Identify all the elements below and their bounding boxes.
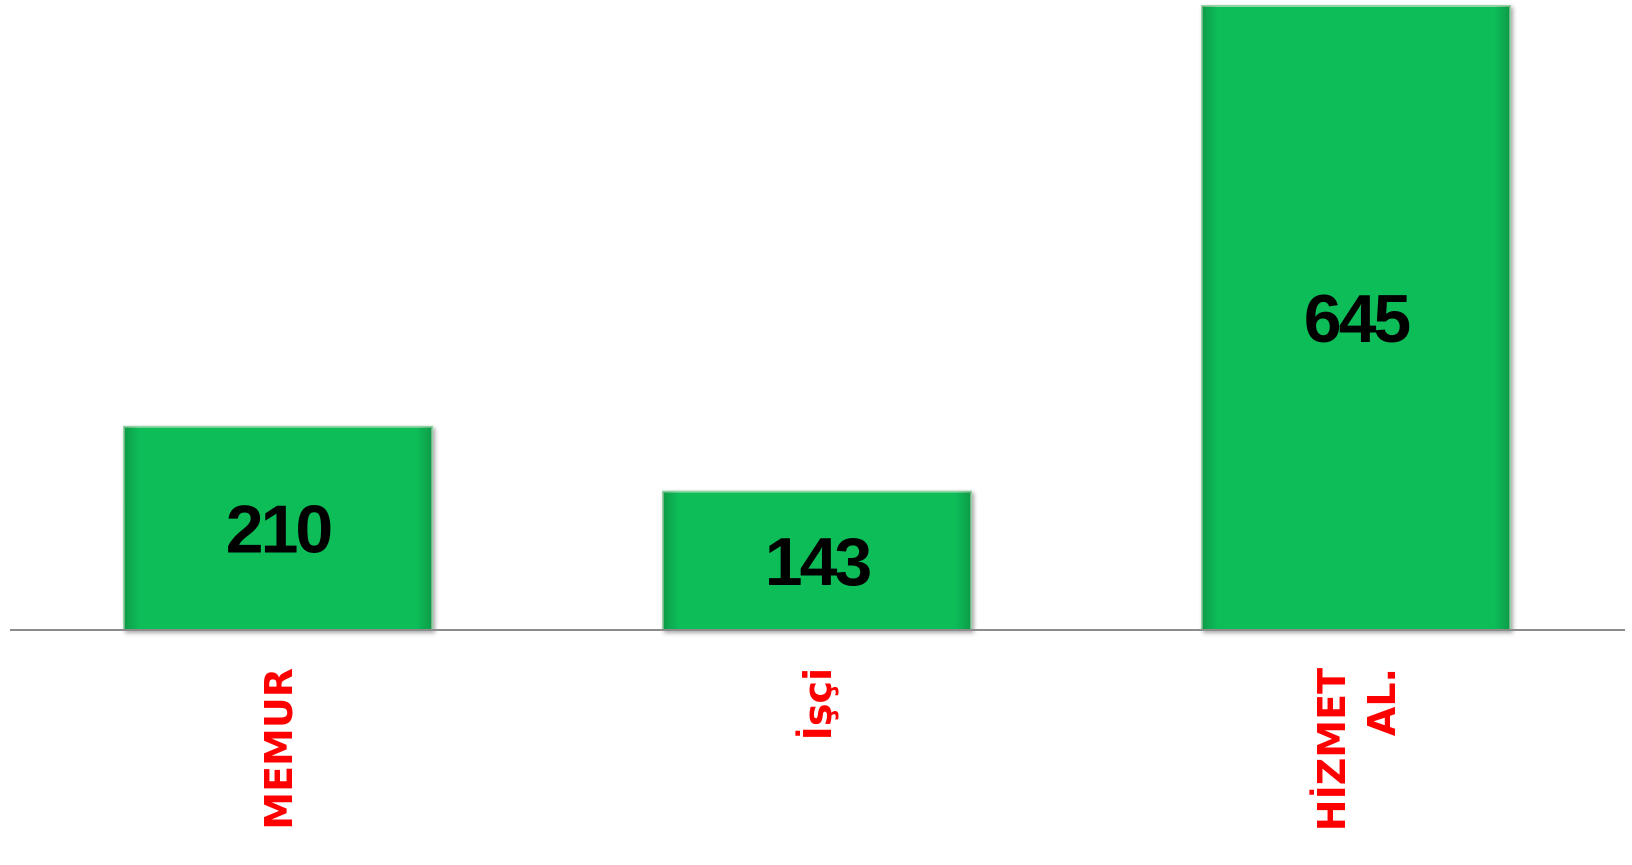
category-label-2-line-1: İşçi: [796, 668, 840, 740]
bar-value-label: 143: [765, 524, 871, 600]
bar-value-label: 645: [1304, 281, 1410, 357]
bar-2: [662, 490, 972, 632]
bar-shade-1: [124, 426, 432, 630]
bar-shade-3: [1202, 6, 1510, 630]
category-label-3-line-2: AL.: [1360, 668, 1404, 736]
bar-shade-2: [663, 491, 971, 630]
bar-value-label: 210: [226, 491, 332, 567]
bar-1: [123, 425, 433, 632]
category-labels-group: MEMUR İşçi HİZMET AL.: [257, 668, 1404, 831]
category-label-3-line-1: HİZMET: [1310, 668, 1354, 831]
category-label-1-line-1: MEMUR: [257, 668, 301, 830]
bar-3: [1201, 5, 1511, 631]
bars-group: 210 143 645: [123, 5, 1511, 632]
